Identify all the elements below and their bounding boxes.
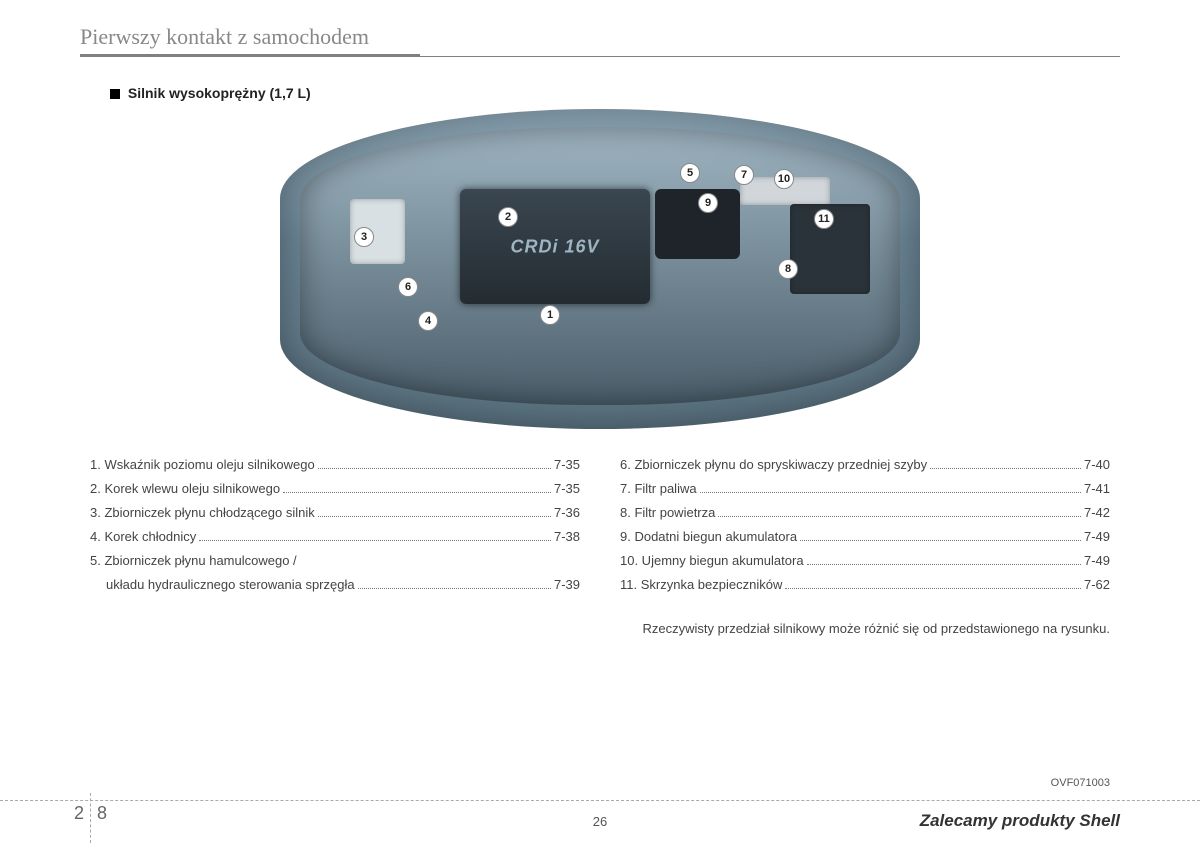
engine-subtitle: Silnik wysokoprężny (1,7 L): [110, 85, 1120, 101]
list-item: 11. Skrzynka bezpieczników 7-62: [620, 577, 1110, 592]
list-item-label: 7. Filtr paliwa: [620, 481, 697, 496]
list-item: 9. Dodatni biegun akumulatora 7-49: [620, 529, 1110, 544]
list-item-label: 6. Zbiorniczek płynu do spryskiwaczy prz…: [620, 457, 927, 472]
list-item: 2. Korek wlewu oleju silnikowego 7-35: [90, 481, 580, 496]
page-root: Pierwszy kontakt z samochodem Silnik wys…: [0, 0, 1200, 847]
list-column-left: 1. Wskaźnik poziomu oleju silnikowego 7-3…: [90, 457, 580, 601]
list-item: 4. Korek chłodnicy 7-38: [90, 529, 580, 544]
callout-11: 11: [814, 209, 834, 229]
list-item-sublabel: układu hydraulicznego sterowania sprzęgł…: [106, 577, 355, 592]
list-item-page: 7-40: [1084, 457, 1110, 472]
list-item-label: 11. Skrzynka bezpieczników: [620, 577, 782, 592]
list-item-label: 3. Zbiorniczek płynu chłodzącego silnik: [90, 505, 315, 520]
list-item-page: 7-35: [554, 457, 580, 472]
list-item-page: 7-36: [554, 505, 580, 520]
header-rule: [80, 54, 1120, 57]
list-item-label: 5. Zbiorniczek płynu hamulcowego /: [90, 553, 297, 568]
callout-8: 8: [778, 259, 798, 279]
footer-divider: [0, 800, 1200, 801]
engine-diagram: CRDi 16V 1 2 3 4 5 6 7 8 9 10 11: [280, 109, 920, 429]
list-item-label: 10. Ujemny biegun akumulatora: [620, 553, 804, 568]
callout-7: 7: [734, 165, 754, 185]
engine-badge: CRDi 16V: [510, 236, 599, 257]
list-item: 8. Filtr powietrza 7-42: [620, 505, 1110, 520]
callout-4: 4: [418, 311, 438, 331]
list-item-page: 7-38: [554, 529, 580, 544]
subtitle-text: Silnik wysokoprężny (1,7 L): [128, 85, 311, 101]
chapter-title: Pierwszy kontakt z samochodem: [80, 24, 1120, 50]
footer-page-number: 26: [593, 814, 607, 829]
callout-3: 3: [354, 227, 374, 247]
list-item-subline: układu hydraulicznego sterowania sprzęgł…: [90, 577, 580, 592]
disclaimer-text: Rzeczywisty przedział silnikowy może róż…: [80, 621, 1110, 636]
list-item-page: 7-39: [554, 577, 580, 592]
callout-10: 10: [774, 169, 794, 189]
list-item-page: 7-49: [1084, 529, 1110, 544]
list-item: 10. Ujemny biegun akumulatora 7-49: [620, 553, 1110, 568]
figure-code: OVF071003: [1051, 777, 1110, 789]
list-item-page: 7-62: [1084, 577, 1110, 592]
list-item-label: 4. Korek chłodnicy: [90, 529, 196, 544]
list-item: 3. Zbiorniczek płynu chłodzącego silnik 7…: [90, 505, 580, 520]
list-item-label: 8. Filtr powietrza: [620, 505, 715, 520]
footer-divider-vertical: [90, 793, 91, 843]
list-item-page: 7-42: [1084, 505, 1110, 520]
footer-right-text: Zalecamy produkty Shell: [920, 811, 1120, 831]
list-item-label: 9. Dodatni biegun akumulatora: [620, 529, 797, 544]
list-item: 7. Filtr paliwa 7-41: [620, 481, 1110, 496]
list-item-page: 7-41: [1084, 481, 1110, 496]
footer: 2 8 26 Zalecamy produkty Shell: [0, 805, 1200, 833]
list-item-label: 1. Wskaźnik poziomu oleju silnikowego: [90, 457, 315, 472]
callout-1: 1: [540, 305, 560, 325]
callout-9: 9: [698, 193, 718, 213]
list-column-right: 6. Zbiorniczek płynu do spryskiwaczy prz…: [620, 457, 1110, 601]
engine-cover: CRDi 16V: [460, 189, 650, 304]
list-item: 6. Zbiorniczek płynu do spryskiwaczy prz…: [620, 457, 1110, 472]
footer-section-indicator: 2 8: [74, 793, 107, 833]
callout-2: 2: [498, 207, 518, 227]
callout-6: 6: [398, 277, 418, 297]
list-item: 1. Wskaźnik poziomu oleju silnikowego 7-3…: [90, 457, 580, 472]
list-item-label: 2. Korek wlewu oleju silnikowego: [90, 481, 280, 496]
callout-5: 5: [680, 163, 700, 183]
square-bullet-icon: [110, 89, 120, 99]
footer-section: 2: [74, 803, 84, 824]
list-item: 5. Zbiorniczek płynu hamulcowego /: [90, 553, 580, 568]
list-item-page: 7-49: [1084, 553, 1110, 568]
list-item-page: 7-35: [554, 481, 580, 496]
reference-lists: 1. Wskaźnik poziomu oleju silnikowego 7-3…: [90, 457, 1110, 601]
footer-subpage: 8: [97, 803, 107, 824]
